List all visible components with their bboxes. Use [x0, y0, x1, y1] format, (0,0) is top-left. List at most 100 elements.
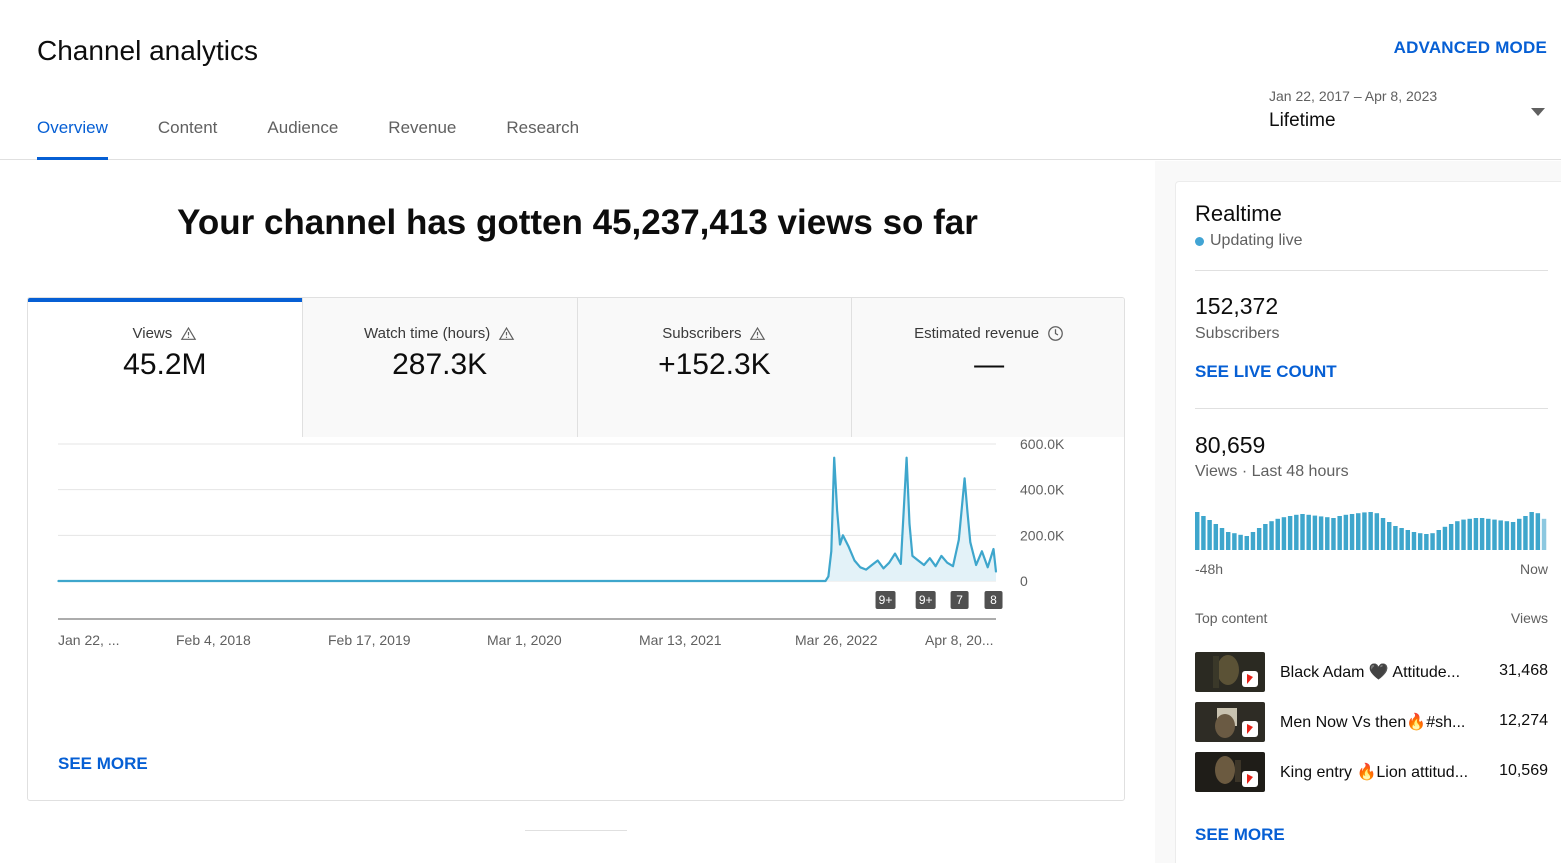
hourly-bar[interactable] [1318, 516, 1324, 550]
top-content-item[interactable]: Men Now Vs then🔥#sh... 12,274 [1195, 702, 1548, 742]
metric-label: Estimated revenue [914, 325, 1040, 342]
hourly-bar[interactable] [1201, 516, 1206, 550]
hourly-bar[interactable] [1275, 518, 1280, 550]
hourly-bar[interactable] [1386, 522, 1392, 550]
hourly-bar[interactable] [1504, 521, 1510, 550]
see-more-button[interactable]: SEE MORE [58, 754, 148, 773]
date-range-selector[interactable]: Jan 22, 2017 – Apr 8, 2023 Lifetime [1269, 88, 1549, 140]
video-thumbnail [1195, 702, 1265, 742]
views-point [946, 561, 948, 564]
hourly-bar[interactable] [1486, 518, 1491, 550]
hourly-bar[interactable] [1448, 524, 1454, 550]
views-chart[interactable]: 600.0K 400.0K 200.0K 0 9+ 9+ 7 8 Jan 22, ... Feb … [28, 437, 1125, 737]
tab-overview[interactable]: Overview [37, 118, 108, 160]
hourly-bar[interactable] [1287, 516, 1293, 550]
hourly-bar[interactable] [1442, 526, 1448, 550]
hourly-bar[interactable] [1523, 516, 1528, 550]
hourly-bar[interactable] [1250, 532, 1256, 550]
tab-revenue[interactable]: Revenue [388, 118, 457, 137]
hourly-bar[interactable] [1430, 533, 1435, 550]
hourly-bar[interactable] [1399, 528, 1404, 550]
mini-chart-start-label: -48h [1195, 561, 1224, 577]
subscribers-label: Subscribers [1195, 325, 1280, 342]
hourly-bar[interactable] [1343, 514, 1349, 550]
hourly-bar[interactable] [1238, 534, 1243, 550]
views-line [58, 456, 998, 583]
hourly-bar[interactable] [1473, 518, 1479, 550]
views-point [859, 566, 862, 569]
annotation-marker[interactable] [984, 591, 1003, 609]
hourly-bar[interactable] [1479, 518, 1485, 550]
views-point [975, 564, 977, 566]
top-content-see-more-button[interactable]: SEE MORE [1195, 825, 1285, 844]
views-point [966, 511, 969, 514]
top-content-item[interactable]: King entry 🔥Lion attitud... 10,569 [1195, 752, 1548, 792]
hourly-bar[interactable] [1455, 521, 1460, 550]
hourly-bar[interactable] [1417, 533, 1423, 550]
hourly-bar[interactable] [1306, 514, 1311, 550]
tab-audience[interactable]: Audience [267, 118, 339, 137]
metric-watch-time[interactable]: Watch time (hours) 287.3K [301, 298, 577, 437]
hourly-bar[interactable] [1207, 520, 1212, 550]
hourly-bar[interactable] [1380, 518, 1386, 550]
hourly-bar[interactable] [1492, 519, 1497, 550]
metric-label: Subscribers [662, 325, 742, 342]
hourly-bar[interactable] [1331, 518, 1336, 550]
scroll-indicator [525, 830, 627, 831]
hourly-bar[interactable] [1256, 528, 1262, 550]
views-48h-count: 80,659 [1195, 432, 1266, 458]
hourly-bar[interactable] [1467, 518, 1472, 550]
hourly-bar[interactable] [1300, 514, 1305, 550]
hourly-bar[interactable] [1362, 512, 1367, 550]
hourly-bar[interactable] [1541, 518, 1547, 550]
hourly-bar[interactable] [1232, 533, 1237, 550]
y-tick-label: 600.0K [1020, 437, 1065, 452]
hourly-bar[interactable] [1405, 530, 1411, 550]
hourly-bar[interactable] [1213, 524, 1219, 550]
annotation-marker[interactable] [915, 591, 936, 609]
hourly-bar[interactable] [1424, 534, 1429, 550]
hourly-bar[interactable] [1225, 532, 1231, 550]
hourly-bar[interactable] [1356, 513, 1361, 550]
hourly-bar[interactable] [1294, 514, 1299, 550]
top-content-title: Black Adam 🖤 Attitude... [1280, 664, 1461, 681]
hourly-bar[interactable] [1269, 521, 1274, 550]
metric-estimated-revenue[interactable]: Estimated revenue — [851, 298, 1124, 437]
metric-views[interactable]: Views 45.2M [28, 298, 302, 437]
metric-value: 45.2M [123, 348, 207, 381]
annotation-marker[interactable] [875, 591, 896, 609]
hourly-bar[interactable] [1374, 513, 1380, 550]
hourly-bar[interactable] [1263, 524, 1268, 550]
hourly-bar[interactable] [1325, 517, 1330, 550]
hourly-views-chart[interactable] [1195, 510, 1548, 550]
hourly-bar[interactable] [1312, 515, 1318, 550]
hourly-bar[interactable] [1349, 514, 1355, 550]
advanced-mode-link[interactable]: ADVANCED MODE [1393, 38, 1547, 57]
hourly-bar[interactable] [1498, 520, 1503, 550]
top-content-item[interactable]: Black Adam 🖤 Attitude... 31,468 [1195, 652, 1548, 692]
tab-research[interactable]: Research [506, 118, 580, 137]
hourly-bar[interactable] [1461, 519, 1466, 550]
hourly-bar[interactable] [1529, 512, 1534, 550]
hourly-bar[interactable] [1535, 513, 1541, 550]
tab-content[interactable]: Content [157, 118, 218, 137]
hourly-bar[interactable] [1195, 512, 1200, 550]
warning-icon [750, 326, 766, 340]
top-content-title: King entry 🔥Lion attitud... [1280, 764, 1469, 781]
hourly-bar[interactable] [1219, 528, 1225, 550]
hourly-bar[interactable] [1510, 522, 1516, 550]
hourly-bar[interactable] [1368, 512, 1373, 550]
annotation-marker[interactable] [950, 591, 969, 609]
hourly-bar[interactable] [1393, 526, 1398, 550]
metric-subscribers[interactable]: Subscribers +152.3K [576, 298, 852, 437]
hourly-bar[interactable] [1337, 516, 1342, 550]
see-live-count-button[interactable]: SEE LIVE COUNT [1195, 362, 1337, 381]
hourly-bar[interactable] [1244, 536, 1250, 550]
main-panel: Your channel has gotten 45,237,413 views… [0, 161, 1155, 863]
hourly-bar[interactable] [1517, 518, 1522, 550]
live-status-label: Updating live [1210, 232, 1303, 249]
hourly-bar[interactable] [1436, 530, 1441, 550]
views-point [830, 550, 833, 553]
hourly-bar[interactable] [1281, 517, 1287, 550]
hourly-bar[interactable] [1411, 532, 1417, 550]
